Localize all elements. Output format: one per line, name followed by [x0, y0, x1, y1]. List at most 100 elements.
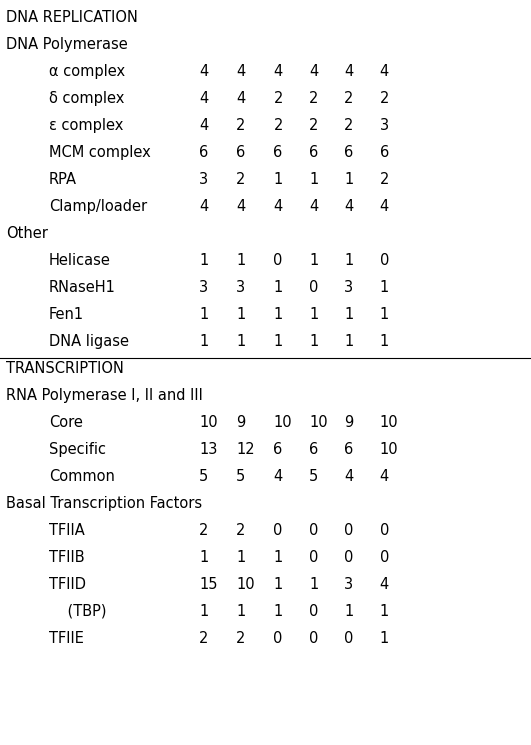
Text: 1: 1 [380, 604, 389, 619]
Text: 1: 1 [273, 172, 282, 187]
Text: 2: 2 [236, 172, 246, 187]
Text: 0: 0 [309, 523, 319, 538]
Text: 1: 1 [273, 334, 282, 349]
Text: (TBP): (TBP) [49, 604, 106, 619]
Text: 4: 4 [236, 199, 245, 214]
Text: 4: 4 [273, 199, 282, 214]
Text: 3: 3 [236, 280, 245, 295]
Text: 4: 4 [199, 91, 208, 106]
Text: 9: 9 [236, 415, 245, 430]
Text: 2: 2 [309, 118, 319, 133]
Text: 1: 1 [344, 172, 353, 187]
Text: 1: 1 [344, 334, 353, 349]
Text: 1: 1 [236, 604, 245, 619]
Text: 1: 1 [309, 334, 318, 349]
Text: 1: 1 [344, 307, 353, 322]
Text: 2: 2 [273, 91, 283, 106]
Text: 6: 6 [273, 442, 282, 457]
Text: 2: 2 [380, 91, 389, 106]
Text: 1: 1 [380, 334, 389, 349]
Text: 4: 4 [199, 199, 208, 214]
Text: 0: 0 [309, 631, 319, 646]
Text: 4: 4 [273, 64, 282, 79]
Text: ε complex: ε complex [49, 118, 123, 133]
Text: DNA REPLICATION: DNA REPLICATION [6, 10, 138, 25]
Text: 4: 4 [380, 469, 389, 484]
Text: 6: 6 [309, 442, 318, 457]
Text: 4: 4 [309, 199, 318, 214]
Text: α complex: α complex [49, 64, 125, 79]
Text: Core: Core [49, 415, 83, 430]
Text: 3: 3 [199, 172, 208, 187]
Text: Common: Common [49, 469, 115, 484]
Text: 1: 1 [199, 307, 208, 322]
Text: 1: 1 [273, 280, 282, 295]
Text: 6: 6 [344, 442, 353, 457]
Text: Clamp/loader: Clamp/loader [49, 199, 147, 214]
Text: 4: 4 [199, 118, 208, 133]
Text: 10: 10 [236, 577, 255, 592]
Text: 0: 0 [309, 550, 319, 565]
Text: 1: 1 [309, 307, 318, 322]
Text: δ complex: δ complex [49, 91, 124, 106]
Text: 4: 4 [309, 64, 318, 79]
Text: 3: 3 [380, 118, 389, 133]
Text: 0: 0 [344, 550, 354, 565]
Text: 1: 1 [273, 307, 282, 322]
Text: 9: 9 [344, 415, 353, 430]
Text: 10: 10 [199, 415, 218, 430]
Text: DNA Polymerase: DNA Polymerase [6, 37, 128, 52]
Text: 1: 1 [236, 334, 245, 349]
Text: 1: 1 [344, 253, 353, 268]
Text: 6: 6 [199, 145, 208, 160]
Text: TRANSCRIPTION: TRANSCRIPTION [6, 361, 124, 376]
Text: 2: 2 [236, 118, 246, 133]
Text: 1: 1 [273, 577, 282, 592]
Text: 0: 0 [344, 631, 354, 646]
Text: RNaseH1: RNaseH1 [49, 280, 116, 295]
Text: Basal Transcription Factors: Basal Transcription Factors [6, 496, 202, 511]
Text: 2: 2 [380, 172, 389, 187]
Text: 6: 6 [344, 145, 353, 160]
Text: 4: 4 [344, 64, 353, 79]
Text: 1: 1 [199, 550, 208, 565]
Text: Fen1: Fen1 [49, 307, 84, 322]
Text: 2: 2 [199, 631, 209, 646]
Text: 10: 10 [309, 415, 328, 430]
Text: TFIIB: TFIIB [49, 550, 84, 565]
Text: 0: 0 [273, 631, 283, 646]
Text: 6: 6 [309, 145, 318, 160]
Text: 0: 0 [380, 550, 389, 565]
Text: RPA: RPA [49, 172, 77, 187]
Text: DNA ligase: DNA ligase [49, 334, 129, 349]
Text: 0: 0 [309, 280, 319, 295]
Text: 5: 5 [236, 469, 245, 484]
Text: RNA Polymerase I, II and III: RNA Polymerase I, II and III [6, 388, 203, 403]
Text: 0: 0 [380, 523, 389, 538]
Text: 5: 5 [309, 469, 318, 484]
Text: 1: 1 [380, 280, 389, 295]
Text: 10: 10 [380, 415, 398, 430]
Text: 1: 1 [199, 253, 208, 268]
Text: 4: 4 [344, 469, 353, 484]
Text: 0: 0 [309, 604, 319, 619]
Text: 10: 10 [380, 442, 398, 457]
Text: 10: 10 [273, 415, 292, 430]
Text: 1: 1 [309, 253, 318, 268]
Text: Specific: Specific [49, 442, 106, 457]
Text: 1: 1 [309, 577, 318, 592]
Text: 1: 1 [199, 334, 208, 349]
Text: 12: 12 [236, 442, 255, 457]
Text: 5: 5 [199, 469, 208, 484]
Text: 3: 3 [199, 280, 208, 295]
Text: 1: 1 [380, 631, 389, 646]
Text: 0: 0 [273, 253, 283, 268]
Text: 4: 4 [236, 64, 245, 79]
Text: 6: 6 [380, 145, 389, 160]
Text: 4: 4 [273, 469, 282, 484]
Text: 0: 0 [273, 523, 283, 538]
Text: 4: 4 [199, 64, 208, 79]
Text: 1: 1 [273, 604, 282, 619]
Text: 3: 3 [344, 280, 353, 295]
Text: 6: 6 [236, 145, 245, 160]
